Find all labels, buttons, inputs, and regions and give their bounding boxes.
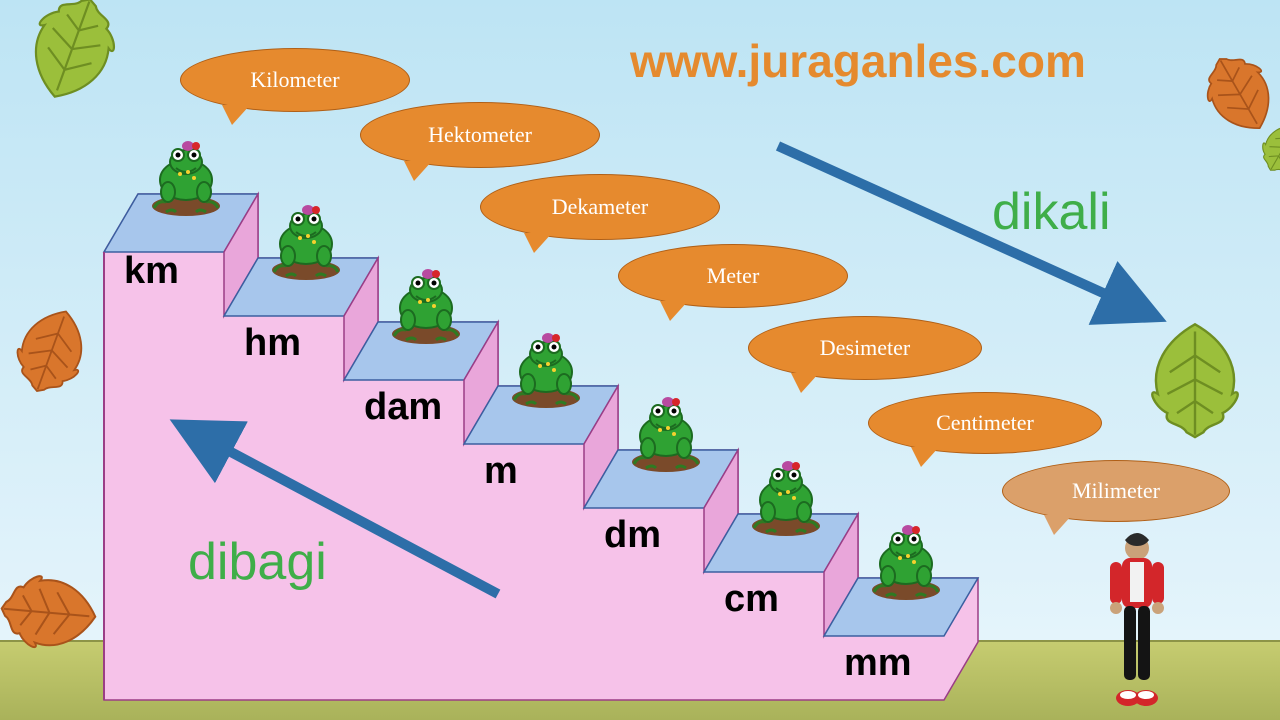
label-dikali: dikali bbox=[992, 182, 1111, 242]
unit-abbr-m: m bbox=[484, 450, 518, 493]
bubble-label: Desimeter bbox=[820, 335, 910, 361]
bubble-dekameter: Dekameter bbox=[480, 174, 720, 240]
person-figure bbox=[1092, 532, 1182, 713]
frog-icon bbox=[616, 396, 716, 479]
unit-abbr-cm: cm bbox=[724, 578, 779, 621]
unit-abbr-dm: dm bbox=[604, 514, 661, 557]
frog-icon bbox=[856, 524, 956, 607]
unit-abbr-dam: dam bbox=[364, 386, 442, 429]
bubble-milimeter: Milimeter bbox=[1002, 460, 1230, 522]
unit-abbr-mm: mm bbox=[844, 642, 912, 685]
site-url: www.juraganles.com bbox=[630, 34, 1086, 88]
bubble-desimeter: Desimeter bbox=[748, 316, 982, 380]
unit-abbr-hm: hm bbox=[244, 322, 301, 365]
bubble-label: Milimeter bbox=[1072, 478, 1160, 504]
bubble-centimeter: Centimeter bbox=[868, 392, 1102, 454]
staircase bbox=[0, 0, 1280, 720]
bubble-label: Dekameter bbox=[552, 194, 649, 220]
frog-icon bbox=[376, 268, 476, 351]
frog-icon bbox=[136, 140, 236, 223]
frog-icon bbox=[496, 332, 596, 415]
frog-icon bbox=[256, 204, 356, 287]
unit-abbr-km: km bbox=[124, 250, 179, 293]
bubble-label: Kilometer bbox=[250, 67, 339, 93]
frog-icon bbox=[736, 460, 836, 543]
bubble-label: Centimeter bbox=[936, 410, 1034, 436]
bubble-kilometer: Kilometer bbox=[180, 48, 410, 112]
bubble-hektometer: Hektometer bbox=[360, 102, 600, 168]
bubble-meter: Meter bbox=[618, 244, 848, 308]
bubble-label: Meter bbox=[707, 263, 760, 289]
bubble-label: Hektometer bbox=[428, 122, 532, 148]
label-dibagi: dibagi bbox=[188, 532, 327, 592]
